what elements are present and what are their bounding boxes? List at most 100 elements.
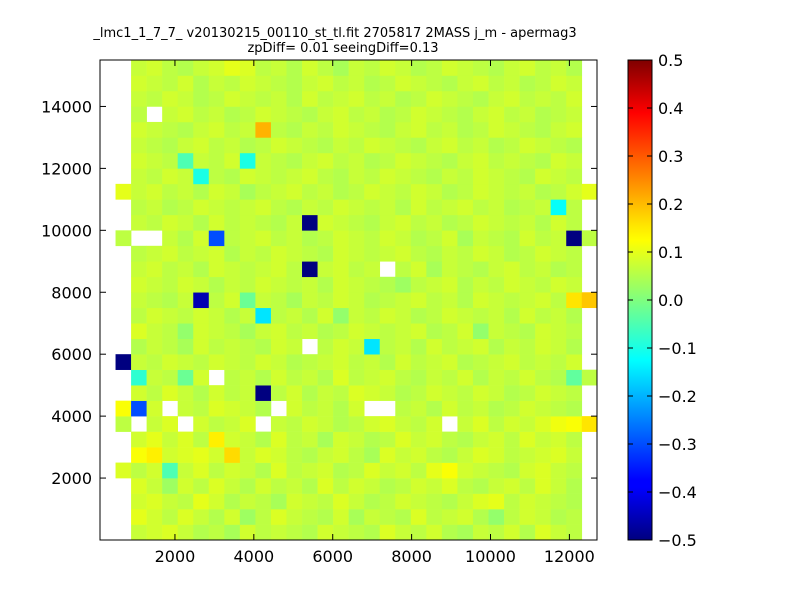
heatmap-cell — [410, 60, 427, 76]
y-tick-label: 4000 — [51, 407, 92, 426]
heatmap-cell — [550, 60, 567, 76]
heatmap-cell — [193, 509, 210, 525]
heatmap-cell — [146, 307, 163, 324]
y-axis: 2000 4000 6000 8000 10000 12000 14000 — [41, 97, 597, 488]
heatmap-cell — [426, 60, 443, 76]
heatmap-cell — [426, 400, 443, 417]
heatmap-cell — [426, 369, 443, 386]
heatmap-cell — [457, 183, 474, 200]
heatmap-cell — [131, 152, 147, 169]
heatmap-cell — [270, 385, 287, 401]
heatmap-cell — [177, 292, 194, 309]
heatmap-cell — [379, 137, 396, 154]
heatmap-cell — [364, 75, 381, 92]
heatmap-cell — [162, 261, 178, 278]
heatmap-cell — [441, 276, 458, 293]
heatmap-cell — [286, 369, 303, 386]
heatmap-cell — [131, 462, 147, 479]
heatmap-cell — [441, 214, 458, 231]
heatmap-cell — [535, 478, 551, 494]
heatmap-cell — [472, 137, 489, 154]
heatmap-cell — [162, 168, 178, 185]
heatmap-cell — [441, 323, 458, 340]
heatmap-cell — [504, 431, 520, 448]
heatmap-cell — [224, 137, 241, 154]
heatmap-cell — [364, 90, 381, 107]
heatmap-cell — [457, 493, 474, 510]
heatmap-cell — [302, 292, 318, 309]
heatmap-cell — [488, 276, 505, 293]
heatmap-cell — [488, 416, 505, 432]
heatmap-cell — [581, 292, 598, 309]
heatmap-cell — [410, 199, 427, 216]
heatmap-cell — [441, 292, 458, 309]
heatmap-cell — [162, 292, 178, 309]
heatmap-cell — [410, 137, 427, 154]
heatmap-cell — [488, 354, 505, 370]
heatmap-cell — [379, 509, 396, 525]
heatmap-cell — [131, 106, 147, 123]
heatmap-cell — [504, 60, 520, 76]
heatmap-cell — [472, 214, 489, 231]
heatmap-cell — [239, 493, 256, 510]
heatmap-cell — [270, 183, 287, 200]
heatmap-cell — [519, 400, 536, 417]
heatmap-cell — [177, 478, 194, 494]
heatmap-cell — [333, 431, 349, 448]
heatmap-cell — [255, 152, 272, 169]
heatmap-cell — [286, 75, 303, 92]
heatmap-cell — [333, 307, 349, 324]
heatmap-cell — [426, 478, 443, 494]
heatmap-cell — [208, 431, 225, 448]
heatmap-cell — [535, 121, 551, 138]
heatmap-cell — [286, 168, 303, 185]
heatmap-cell — [131, 60, 147, 76]
heatmap-cell — [333, 478, 349, 494]
heatmap-cell — [472, 292, 489, 309]
heatmap-cell — [239, 75, 256, 92]
heatmap-cell — [566, 75, 583, 92]
heatmap-cell — [255, 369, 272, 386]
heatmap-cell — [364, 137, 381, 154]
heatmap-cell — [255, 90, 272, 107]
heatmap-cell — [239, 524, 256, 541]
heatmap-cell — [270, 447, 287, 463]
heatmap-cell — [239, 478, 256, 494]
heatmap-cell — [550, 121, 567, 138]
heatmap-cell — [177, 106, 194, 123]
heatmap-cell — [131, 261, 147, 278]
heatmap-cell — [488, 524, 505, 541]
heatmap-cell — [395, 183, 412, 200]
heatmap-cell — [426, 245, 443, 262]
heatmap-cell — [364, 276, 381, 293]
heatmap-cell — [566, 338, 583, 355]
heatmap-cell — [317, 431, 334, 448]
heatmap-cell — [364, 385, 381, 401]
heatmap-cell — [441, 75, 458, 92]
heatmap-cell — [302, 261, 318, 278]
heatmap-cell — [348, 292, 365, 309]
heatmap-cell — [519, 276, 536, 293]
heatmap-cell — [208, 292, 225, 309]
heatmap-cell — [504, 369, 520, 386]
heatmap-cell — [224, 168, 241, 185]
heatmap-cell — [146, 524, 163, 541]
heatmap-cell — [519, 199, 536, 216]
heatmap-cell — [472, 416, 489, 432]
heatmap-cell — [208, 245, 225, 262]
heatmap-cell — [193, 307, 210, 324]
heatmap-cell — [535, 509, 551, 525]
heatmap-cell — [457, 354, 474, 370]
heatmap-cell — [395, 168, 412, 185]
heatmap-cell — [255, 245, 272, 262]
heatmap-cell — [504, 90, 520, 107]
heatmap-cell — [302, 199, 318, 216]
heatmap-cell — [224, 509, 241, 525]
heatmap-cell — [317, 462, 334, 479]
heatmap-cell — [302, 75, 318, 92]
heatmap-cell — [131, 292, 147, 309]
heatmap-cell — [457, 106, 474, 123]
heatmap-cell — [395, 90, 412, 107]
heatmap-cell — [333, 245, 349, 262]
heatmap-cell — [348, 431, 365, 448]
